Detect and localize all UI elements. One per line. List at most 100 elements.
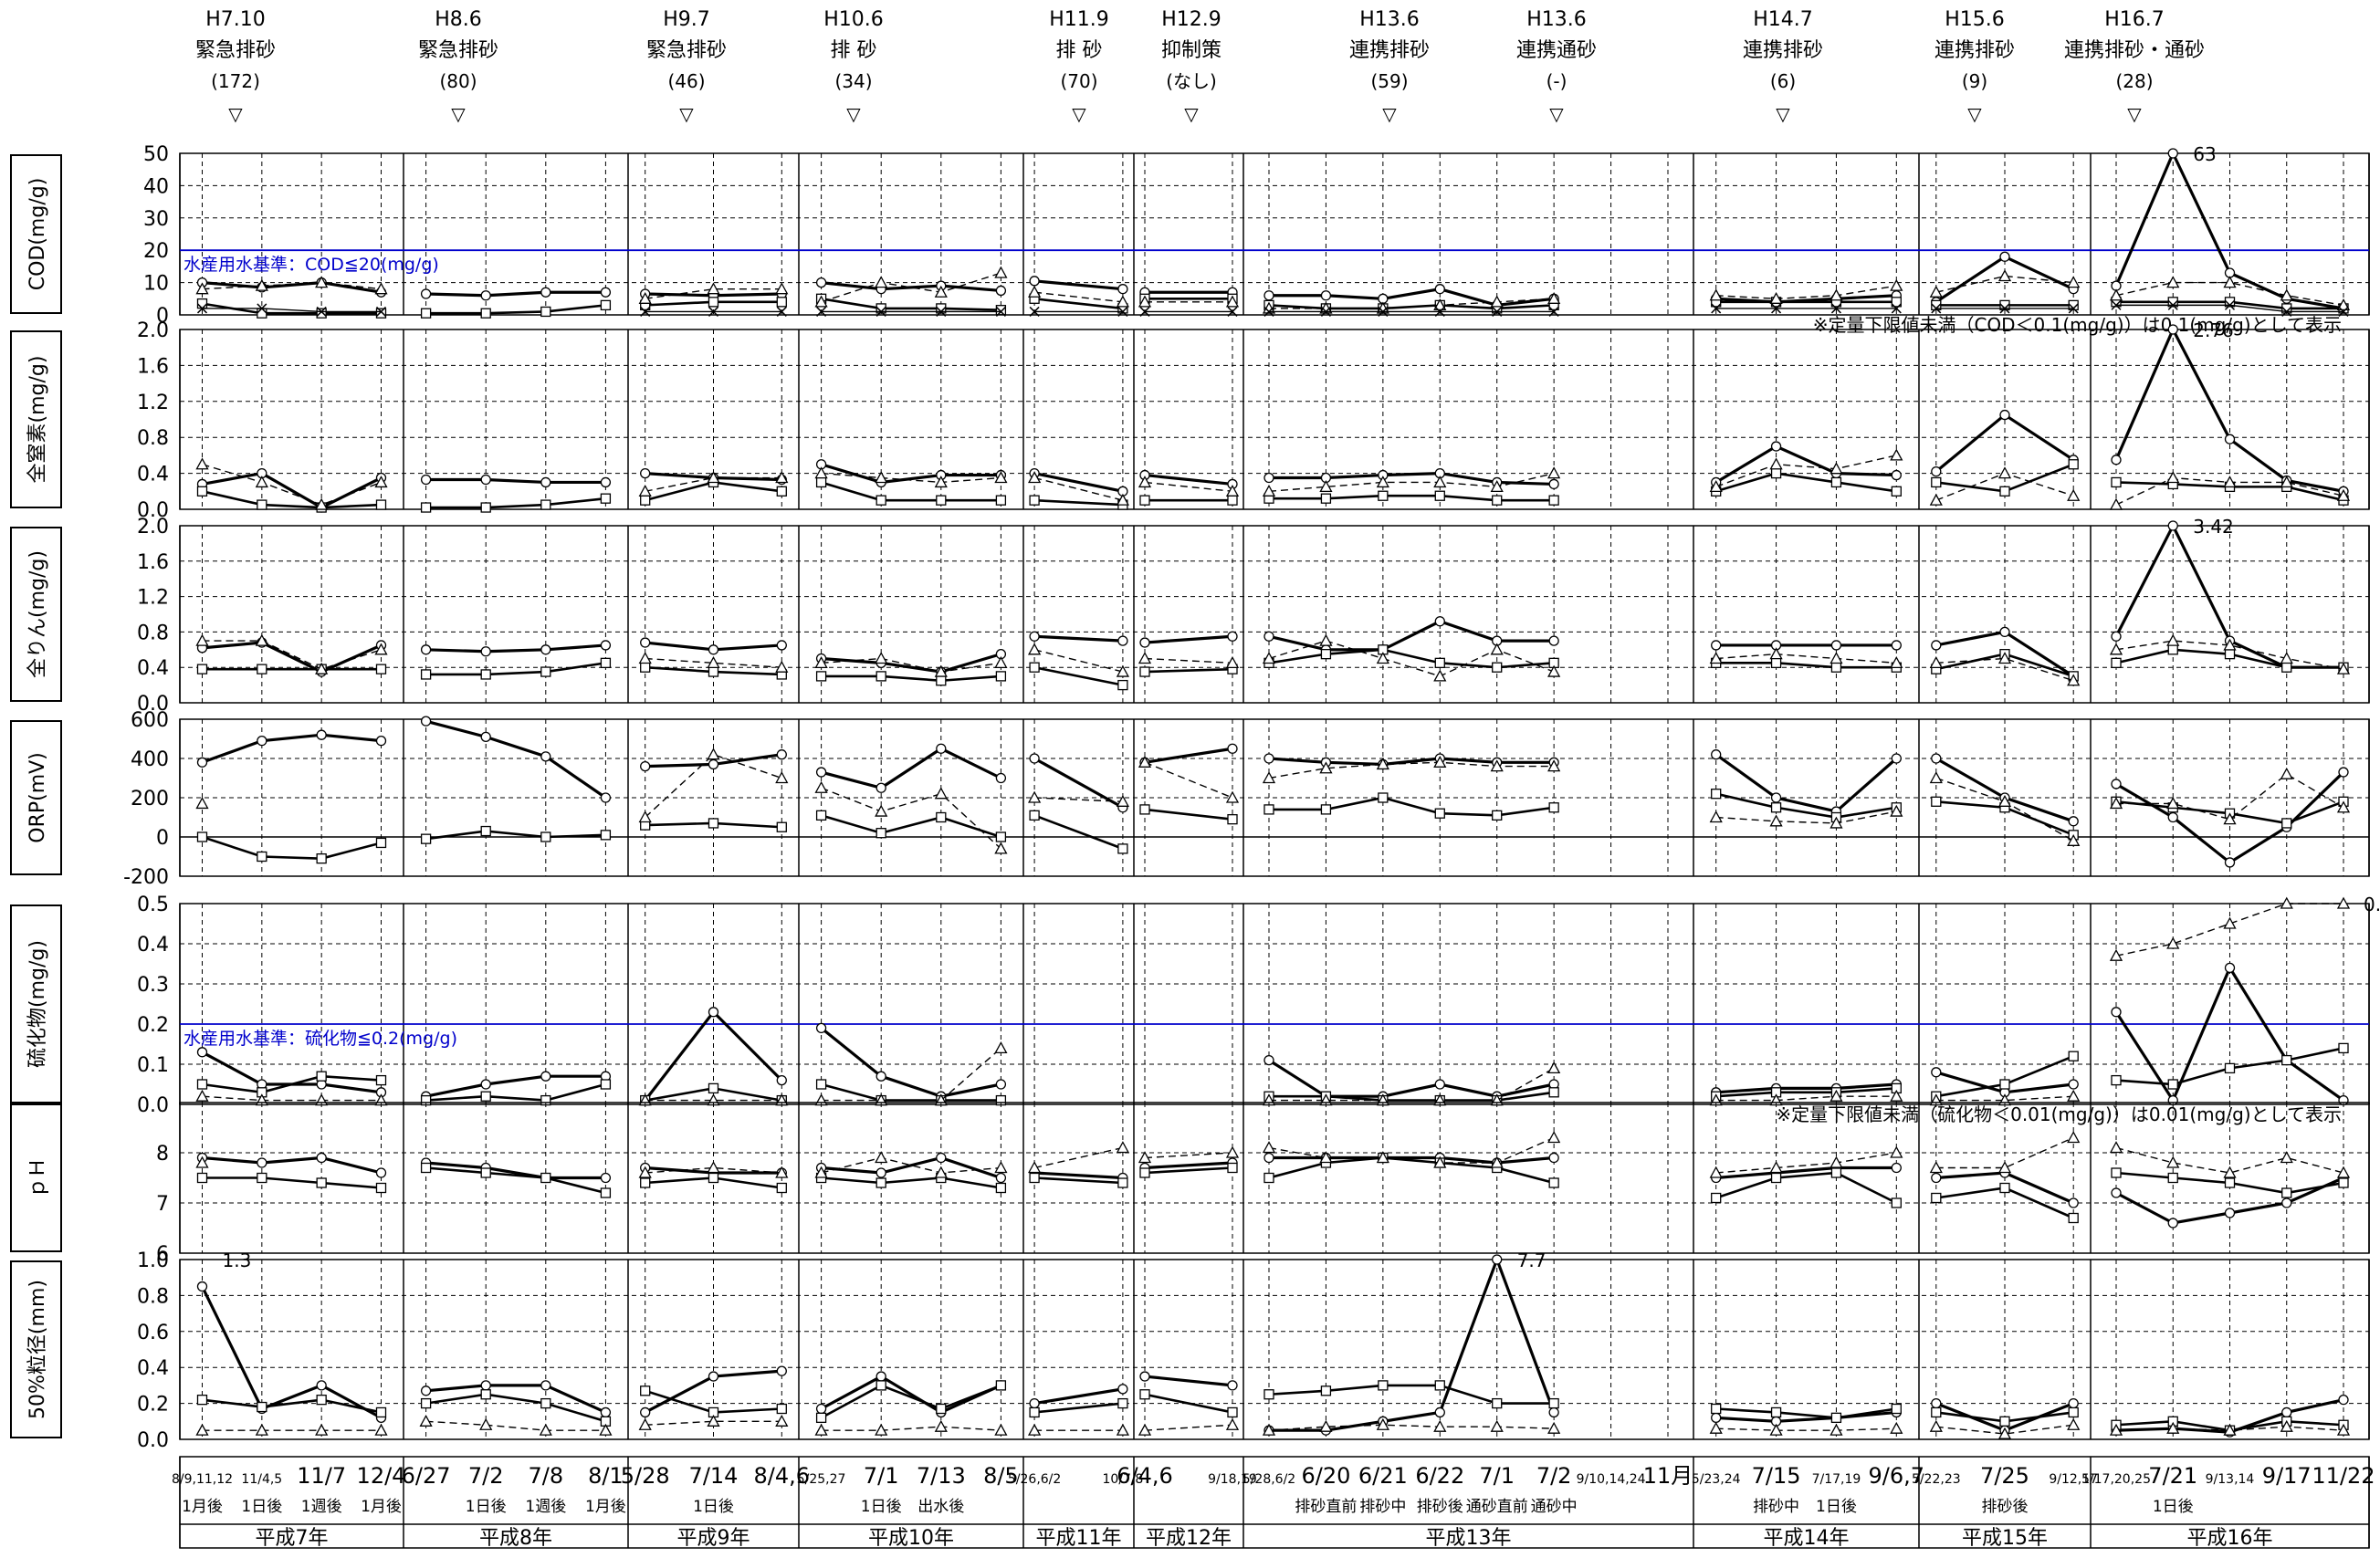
series-line <box>202 640 382 670</box>
event-marker-type: 緊急排砂 <box>646 39 727 62</box>
data-series <box>195 448 2351 510</box>
data-point <box>1263 1152 1274 1164</box>
event-marker-type: 連携排砂 <box>1934 39 2015 62</box>
data-point <box>995 1079 1007 1090</box>
data-point <box>540 499 551 510</box>
data-point <box>936 811 947 823</box>
date-label: 7/17,19 <box>1812 1472 1861 1487</box>
data-point <box>1709 1421 1723 1434</box>
data-point <box>1830 1423 1843 1436</box>
data-point <box>1548 1177 1559 1188</box>
data-point <box>775 1414 789 1427</box>
data-series <box>196 299 2349 317</box>
series-line <box>1269 1067 1555 1102</box>
data-series <box>195 896 2351 1106</box>
data-point <box>1770 792 1782 803</box>
data-point <box>2111 631 2122 642</box>
data-point <box>540 1071 551 1082</box>
data-point <box>1931 753 1942 764</box>
data-point <box>776 1365 787 1376</box>
tick-label: 0.6 <box>137 1322 169 1344</box>
data-point <box>995 1182 1007 1194</box>
tick-label: 2.0 <box>137 516 169 539</box>
data-point <box>1028 643 1042 655</box>
series-line <box>821 463 1001 485</box>
date-sublabel: 1月後 <box>361 1498 402 1516</box>
data-point <box>815 476 827 488</box>
data-point <box>1116 1141 1129 1154</box>
data-point <box>1769 1423 1783 1436</box>
data-point <box>2166 936 2180 949</box>
data-point <box>1378 306 1389 317</box>
data-point <box>540 751 551 762</box>
data-point <box>815 810 827 821</box>
data-series <box>196 459 2349 513</box>
tick-label: 1.6 <box>137 551 169 574</box>
data-point <box>540 666 551 677</box>
series-line <box>1269 796 1555 817</box>
data-point <box>1263 306 1274 317</box>
data-point <box>196 1079 208 1090</box>
series-line <box>1033 472 1124 493</box>
data-point <box>2068 299 2079 311</box>
tick-label: 0.8 <box>137 622 169 644</box>
series-line <box>201 1285 383 1419</box>
series-line <box>1144 657 1233 664</box>
data-point <box>708 1371 719 1382</box>
data-point <box>540 1380 551 1391</box>
data-point <box>196 831 208 842</box>
data-point <box>815 1022 827 1034</box>
data-point <box>934 664 948 677</box>
data-point <box>1548 635 1559 646</box>
data-point <box>1029 1172 1040 1184</box>
y-axis-label: 全窒素(mg/g) <box>26 356 49 484</box>
data-point <box>936 743 947 754</box>
event-marker-volume: (172) <box>211 70 260 92</box>
data-point <box>875 1371 886 1382</box>
data-point <box>1492 1254 1503 1265</box>
data-point <box>316 306 327 317</box>
year-label: 平成12年 <box>1146 1527 1232 1550</box>
date-sublabel: 1日後 <box>241 1498 282 1516</box>
data-point <box>480 1380 491 1391</box>
data-point <box>1891 303 1902 314</box>
event-marker: H8.6 緊急排砂 (80) ▽ <box>418 8 498 125</box>
tick-label: 1.2 <box>137 587 169 610</box>
data-point <box>1263 472 1274 484</box>
data-point <box>1929 1419 1943 1432</box>
data-point <box>1376 476 1389 488</box>
data-point <box>1548 1406 1559 1418</box>
data-point <box>776 1074 787 1086</box>
data-point <box>1709 652 1723 664</box>
data-point <box>1225 484 1240 497</box>
data-point <box>257 851 267 863</box>
data-point <box>375 308 387 319</box>
data-point <box>2167 520 2178 531</box>
series-line <box>1715 653 1897 664</box>
date-label: 10/7,8 <box>1103 1472 1144 1487</box>
series-line <box>202 464 382 506</box>
plot-frame <box>179 903 2370 1105</box>
data-point <box>257 499 267 510</box>
data-point <box>1711 303 1722 314</box>
data-point <box>196 664 208 674</box>
data-point <box>1547 1131 1561 1144</box>
tick-label: 200 <box>131 788 169 810</box>
date-sublabel: 1月後 <box>182 1498 223 1516</box>
data-point <box>1931 1172 1942 1184</box>
data-point <box>2281 303 2292 314</box>
event-marker-volume: (34) <box>834 70 872 92</box>
series-line <box>1715 1087 1897 1098</box>
data-point <box>420 502 432 513</box>
data-point <box>255 633 268 646</box>
event-marker-volume: (なし) <box>1166 70 1217 92</box>
data-point <box>1433 1419 1447 1432</box>
data-point <box>374 282 388 295</box>
data-point <box>2223 1423 2237 1436</box>
data-point <box>255 278 268 291</box>
data-point <box>875 804 888 817</box>
data-point <box>1490 295 1504 308</box>
chart-panel: 全窒素(mg/g) 0.0 0.4 0.8 1.2 1.6 2.0 2.76 <box>10 319 2370 522</box>
event-marker: H13.6 連携通砂 (-) ▽ <box>1516 8 1597 125</box>
